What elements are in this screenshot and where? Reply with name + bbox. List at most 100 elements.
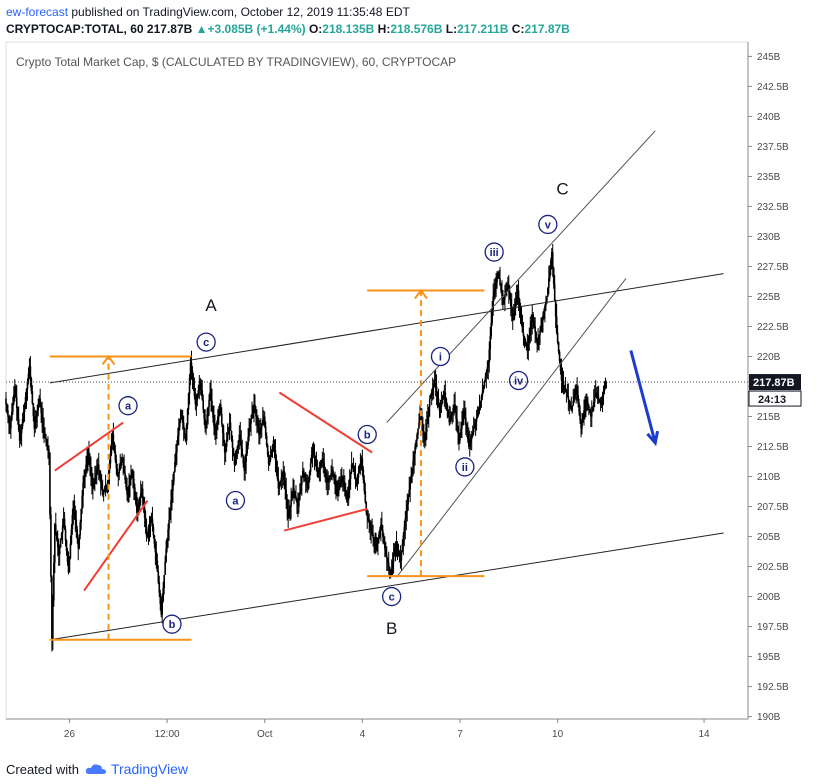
candle-body (69, 543, 72, 559)
candle-body (60, 532, 63, 541)
candle-body (229, 422, 232, 431)
candle-body (526, 346, 529, 351)
candle-body (425, 432, 427, 441)
candle-body (451, 411, 453, 416)
y-tick-label: 205B (757, 532, 781, 543)
candle-body (486, 367, 489, 373)
wave-label: iv (514, 376, 524, 388)
candle-body (265, 435, 268, 446)
candle-body (398, 553, 401, 557)
candle-body (412, 460, 414, 469)
y-axis[interactable]: 245B 242.5B 240B 237.5B 235B 232.5B 230B 227.5B… (747, 42, 789, 723)
candle-body (557, 342, 560, 352)
candle-body (336, 489, 338, 495)
candle-body (459, 434, 461, 441)
candle-body (592, 402, 595, 407)
symbol-line: CRYPTOCAP:TOTAL, 60 217.87B ▲+3.085B (+1… (6, 22, 570, 36)
candle-body (289, 506, 291, 513)
candle-body (313, 452, 316, 459)
candle-body (355, 478, 358, 483)
y-tick-label: 225B (757, 292, 781, 303)
candle-body (372, 534, 374, 538)
y-tick-label: 242.5B (757, 82, 789, 93)
candle-body (307, 480, 310, 489)
candle-body (337, 490, 339, 495)
x-axis[interactable]: 26 12:00 Oct 4 7 10 14 (6, 718, 748, 740)
candle-body (123, 465, 125, 473)
author-link[interactable]: ew-forecast (6, 5, 69, 19)
candle-body (586, 398, 588, 403)
candle-body (563, 385, 566, 388)
channel-line (49, 273, 724, 384)
candle-body (115, 459, 118, 469)
plot-area[interactable] (5, 41, 749, 720)
candle-body (129, 480, 131, 485)
candle-body (343, 481, 345, 487)
candle-body (39, 398, 41, 406)
candle-body (414, 446, 416, 454)
candle-body (572, 400, 575, 406)
candle-body (44, 434, 46, 439)
candle-body (594, 392, 597, 398)
x-tick-label: Oct (257, 729, 273, 740)
candle-body (396, 546, 399, 550)
high-label: H: (377, 22, 391, 36)
candle-body (284, 480, 287, 490)
price-series (5, 244, 608, 652)
candle-body (250, 418, 252, 424)
candle-body (485, 372, 488, 377)
candle-body (32, 403, 35, 417)
candle-body (288, 512, 290, 519)
candle-body (36, 410, 39, 417)
candle-body (335, 484, 337, 490)
candle-body (379, 529, 381, 535)
candle-body (271, 445, 274, 451)
candle-body (591, 406, 594, 412)
candle-body (399, 556, 402, 561)
candle-body (487, 362, 490, 368)
candle-body (452, 408, 454, 412)
candle-body (440, 403, 443, 407)
candle-body (321, 458, 324, 463)
candle-body (131, 470, 133, 476)
candle-body (150, 518, 153, 523)
candle-body (24, 396, 27, 405)
candle-body (155, 552, 158, 561)
candle-body (339, 483, 341, 488)
candle-body (540, 325, 542, 331)
candle-body (381, 524, 383, 531)
candle-body (232, 447, 235, 457)
candle-body (230, 430, 233, 440)
candle-body (483, 381, 486, 387)
candle-body (225, 440, 228, 447)
candle-body (111, 434, 114, 445)
candle-body (10, 420, 12, 429)
candle-body (528, 336, 531, 344)
candle-body (471, 432, 474, 436)
candle-body (423, 430, 425, 436)
candle-body (317, 472, 320, 477)
candle-body (481, 391, 484, 397)
symbol-name[interactable]: CRYPTOCAP:TOTAL, 60 (6, 22, 144, 36)
candle-body (302, 470, 304, 478)
candle-body (493, 291, 495, 297)
measure-arrowhead (101, 354, 116, 366)
triangle-line (54, 421, 124, 472)
candle-body (465, 417, 467, 425)
candle-body (220, 414, 223, 424)
publish-line: ew-forecast published on TradingView.com… (6, 5, 410, 19)
candle-body (260, 427, 262, 431)
candle-body (537, 339, 539, 345)
candle-body (160, 603, 163, 615)
candle-body (153, 535, 156, 544)
candle-body (211, 400, 213, 410)
wave-label-circle (162, 614, 182, 634)
candle-body (273, 440, 276, 451)
tradingview-logo-text[interactable]: TradingView (110, 761, 189, 777)
triangle-line (283, 507, 368, 532)
candle-body (97, 464, 100, 471)
candle-body (343, 486, 346, 491)
candle-body (473, 424, 476, 429)
